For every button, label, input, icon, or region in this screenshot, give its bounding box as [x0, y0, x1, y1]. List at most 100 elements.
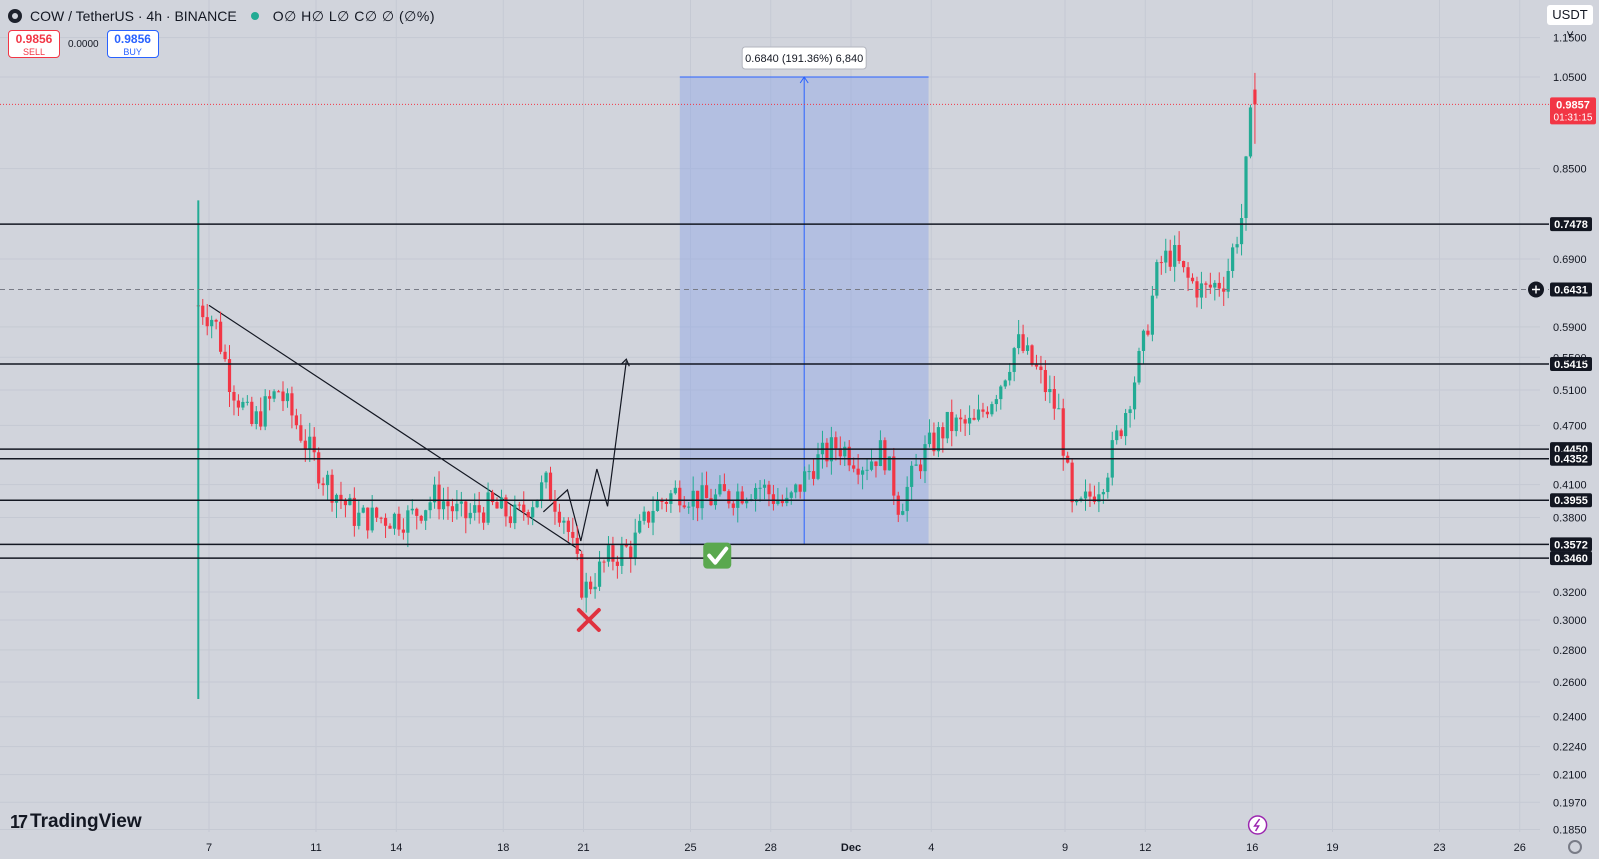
- candle-body: [245, 401, 249, 403]
- candle-body: [718, 484, 722, 495]
- plus-icon-glyph: [1532, 285, 1540, 294]
- candle-body: [214, 319, 218, 322]
- candle-body: [847, 446, 851, 466]
- candle-body: [655, 500, 660, 511]
- candle-body: [945, 411, 949, 439]
- candle-body: [281, 391, 285, 402]
- horizontal-levels: 0.74780.54150.44500.43520.39550.35720.34…: [0, 97, 1596, 566]
- candle-body: [575, 537, 579, 554]
- candle-body: [860, 470, 865, 475]
- buy-button[interactable]: 0.9856 BUY: [106, 30, 159, 58]
- candle-body: [963, 419, 967, 424]
- candle-body: [397, 513, 401, 530]
- candle-body: [446, 501, 450, 507]
- candle-body: [811, 471, 816, 479]
- time-tick-label: 28: [765, 842, 777, 854]
- time-tick-label: 25: [684, 842, 696, 854]
- sell-button[interactable]: 0.9856 SELL: [8, 30, 60, 58]
- candle-body: [1088, 491, 1092, 497]
- trade-panel: 0.9856 SELL 0.0000 0.9856 BUY: [8, 30, 159, 58]
- candle-body: [825, 442, 829, 462]
- candle-body: [562, 520, 566, 523]
- candle-body: [687, 506, 691, 508]
- candle-body: [401, 529, 405, 533]
- level-label-box: [1550, 493, 1592, 508]
- price-tick-label: 0.2800: [1553, 645, 1587, 657]
- candle-body: [981, 409, 985, 412]
- candle-body: [517, 504, 521, 506]
- price-tick-label: 0.2240: [1553, 742, 1587, 754]
- price-tick-label: 0.8500: [1553, 164, 1587, 176]
- candle-body: [535, 499, 539, 508]
- candle-body: [584, 581, 588, 598]
- candle-body: [633, 532, 637, 559]
- candle-body: [673, 487, 677, 494]
- candle-body: [450, 506, 455, 512]
- candle-body: [709, 498, 713, 506]
- candle-body: [1083, 491, 1088, 499]
- time-tick-label: 21: [577, 842, 589, 854]
- price-tick-label: 0.2600: [1553, 677, 1587, 689]
- candle-body: [959, 417, 963, 420]
- candle-body: [490, 492, 495, 503]
- level-label-box: [1550, 537, 1592, 552]
- candle-body: [1177, 244, 1181, 262]
- candle-body: [210, 319, 214, 327]
- candle-body: [392, 513, 397, 529]
- candle-body: [1159, 262, 1163, 264]
- candle-body: [1017, 334, 1021, 349]
- lightning-glyph: [1253, 818, 1261, 832]
- candle-body: [526, 512, 530, 518]
- candle-body: [348, 497, 352, 506]
- trend-drawings: [208, 304, 630, 552]
- candle-body: [615, 561, 619, 566]
- crosshair-price-label: 0.6431: [1554, 284, 1588, 296]
- price-tick-label: 0.6900: [1553, 254, 1587, 266]
- settings-icon[interactable]: [1568, 840, 1582, 854]
- countdown-label: 01:31:15: [1554, 112, 1593, 123]
- tradingview-logo-icon: 17: [10, 811, 28, 832]
- candle-body: [776, 500, 780, 504]
- candle-body: [1217, 282, 1221, 289]
- candle-body: [1204, 283, 1208, 285]
- candle-body: [994, 399, 998, 405]
- candle-body: [914, 464, 918, 466]
- currency-select[interactable]: USDT ˅: [1547, 5, 1593, 42]
- market-status-icon: [250, 12, 259, 20]
- buy-label: BUY: [123, 47, 142, 57]
- candle-body: [704, 485, 709, 499]
- candle-body: [722, 484, 726, 492]
- candle-body: [1222, 288, 1226, 292]
- candle-body: [745, 499, 749, 504]
- candle-body: [794, 484, 798, 493]
- candle-body: [1048, 389, 1052, 393]
- symbol-title[interactable]: COW / TetherUS · 4h · BINANCE: [30, 8, 237, 24]
- sell-label: SELL: [22, 47, 46, 57]
- candle-body: [330, 474, 334, 503]
- time-tick-label: 16: [1246, 842, 1258, 854]
- candle-body: [611, 545, 615, 562]
- candle-body: [343, 499, 348, 506]
- candle-body: [580, 553, 584, 598]
- candle-body: [789, 492, 793, 498]
- range-label-box: [741, 46, 867, 70]
- candle-body: [388, 525, 392, 529]
- candle-body: [1195, 281, 1199, 298]
- candle-body: [910, 465, 914, 487]
- candle-body: [1132, 382, 1137, 410]
- candle-body: [629, 546, 633, 559]
- candle-body: [366, 507, 370, 531]
- candle-body: [571, 531, 575, 538]
- candle-body: [325, 474, 330, 486]
- candle-body: [682, 505, 686, 508]
- candle-body: [276, 391, 281, 393]
- candle-body: [740, 491, 744, 504]
- candle-body: [548, 472, 553, 501]
- candle-body: [856, 468, 860, 475]
- candle-body: [334, 494, 339, 503]
- candle-body: [664, 501, 669, 504]
- tradingview-logo[interactable]: 17 TradingView: [10, 811, 142, 833]
- candle-body: [731, 503, 735, 508]
- candle-body: [201, 305, 205, 318]
